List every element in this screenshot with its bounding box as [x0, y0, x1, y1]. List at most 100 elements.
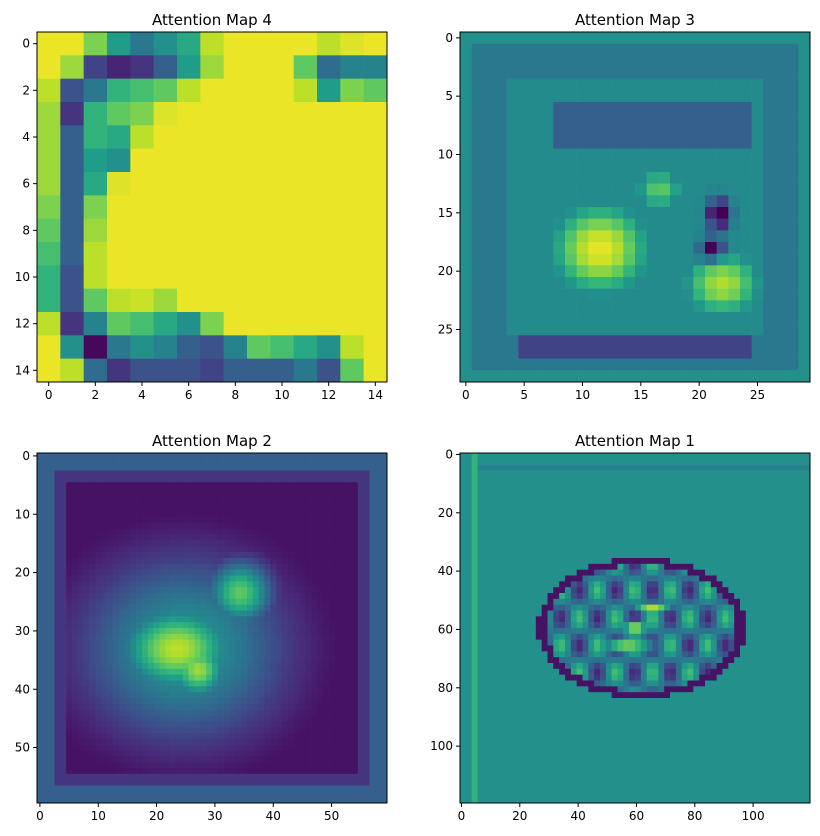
heatmap-cell: [600, 148, 612, 161]
y-tick-label: 40: [15, 682, 30, 696]
heatmap-cell: [83, 715, 90, 722]
heatmap-cell: [381, 593, 388, 600]
heatmap-cell: [37, 534, 44, 541]
heatmap-cell: [576, 323, 589, 336]
heatmap-cell: [751, 172, 764, 184]
heatmap-cell: [369, 598, 376, 605]
heatmap-cell: [305, 581, 312, 588]
heatmap-cell: [130, 563, 137, 570]
heatmap-cell: [83, 288, 108, 313]
heatmap-cell: [553, 90, 566, 103]
heatmap-cell: [299, 482, 306, 489]
heatmap-cell: [107, 663, 114, 670]
heatmap-cell: [107, 715, 114, 722]
heatmap-cell: [357, 540, 364, 547]
heatmap-cell: [357, 476, 364, 483]
heatmap-cell: [346, 523, 353, 530]
heatmap-cell: [375, 604, 382, 611]
heatmap-cell: [518, 78, 531, 91]
heatmap-cell: [66, 721, 73, 728]
heatmap-cell: [247, 540, 254, 547]
heatmap-cell: [124, 645, 131, 652]
heatmap-cell: [635, 90, 647, 103]
heatmap-cell: [241, 768, 248, 775]
heatmap-cell: [124, 563, 131, 570]
heatmap-cell: [188, 727, 195, 734]
heatmap-cell: [77, 581, 84, 588]
heatmap-cell: [66, 528, 73, 535]
heatmap-cell: [241, 610, 248, 617]
heatmap-cell: [530, 347, 542, 359]
heatmap-cell: [635, 55, 647, 68]
heatmap-cell: [177, 488, 184, 495]
heatmap-cell: [328, 797, 335, 804]
heatmap-cell: [136, 715, 143, 722]
heatmap-cell: [646, 137, 659, 149]
heatmap-cell: [142, 546, 149, 553]
heatmap-cell: [130, 493, 137, 500]
heatmap-cell: [728, 464, 735, 471]
heatmap-cell: [352, 797, 359, 804]
heatmap-cell: [37, 464, 44, 471]
heatmap-cell: [107, 55, 131, 79]
heatmap-cell: [200, 172, 224, 196]
y-tick-label: 0: [22, 37, 30, 51]
heatmap-cell: [177, 616, 184, 623]
heatmap-cell: [635, 32, 647, 44]
heatmap-cell: [107, 558, 114, 565]
heatmap-cell: [623, 230, 636, 243]
heatmap-cell: [518, 218, 531, 231]
heatmap-cell: [112, 622, 119, 629]
heatmap-cell: [147, 616, 154, 623]
heatmap-cell: [293, 692, 300, 699]
heatmap-cell: [130, 610, 137, 617]
heatmap-cell: [48, 738, 55, 745]
heatmap-cell: [322, 668, 329, 675]
heatmap-cell: [460, 335, 472, 348]
heatmap-cell: [276, 674, 283, 681]
heatmap-cell: [83, 499, 90, 506]
heatmap-cell: [340, 698, 347, 705]
heatmap-cell: [252, 482, 259, 489]
heatmap-cell: [258, 534, 265, 541]
heatmap-cell: [37, 195, 61, 219]
heatmap-cell: [530, 195, 542, 208]
heatmap-cell: [282, 563, 289, 570]
heatmap-cell: [322, 663, 329, 670]
heatmap-cell: [328, 458, 335, 465]
heatmap-cell: [124, 558, 131, 565]
heatmap-cell: [107, 32, 131, 56]
heatmap-cell: [460, 160, 472, 173]
heatmap-cell: [611, 43, 624, 56]
heatmap-cell: [72, 628, 79, 635]
heatmap-cell: [328, 616, 335, 623]
heatmap-cell: [182, 528, 189, 535]
heatmap-cell: [54, 488, 61, 495]
heatmap-cell: [287, 738, 294, 745]
heatmap-cell: [375, 453, 382, 460]
heatmap-cell: [89, 528, 96, 535]
heatmap-cell: [37, 663, 44, 670]
heatmap-cell: [381, 715, 388, 722]
heatmap-cell: [740, 453, 747, 460]
heatmap-cell: [270, 663, 277, 670]
heatmap-cell: [293, 791, 300, 798]
heatmap-cell: [48, 727, 55, 734]
heatmap-cell: [322, 528, 329, 535]
heatmap-cell: [652, 453, 659, 460]
heatmap-cell: [159, 546, 166, 553]
heatmap-cell: [617, 464, 624, 471]
heatmap-cell: [101, 499, 108, 506]
heatmap-cell: [506, 458, 513, 465]
heatmap-cell: [352, 674, 359, 681]
heatmap-cell: [177, 453, 184, 460]
heatmap-cell: [483, 300, 496, 313]
heatmap-cell: [206, 488, 213, 495]
heatmap-cell: [188, 791, 195, 798]
heatmap-cell: [142, 628, 149, 635]
heatmap-cell: [136, 744, 143, 751]
heatmap-cell: [153, 773, 160, 780]
heatmap-cell: [495, 458, 502, 465]
heatmap-cell: [118, 779, 125, 786]
heatmap-cell: [229, 750, 236, 757]
